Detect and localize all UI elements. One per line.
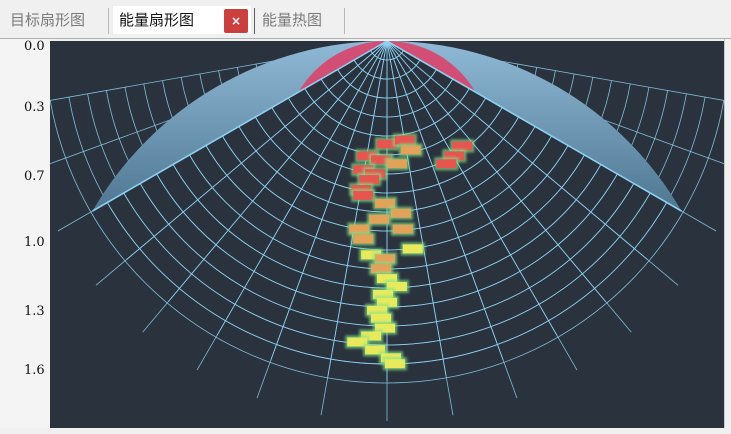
energy-cell [394,135,415,145]
energy-cell [371,264,392,274]
panel-bottom-edge [0,428,731,434]
energy-cell [386,282,407,292]
close-icon: × [230,14,242,28]
tab-divider [344,8,345,34]
energy-cell [392,224,413,234]
range-tick-label: 0.0 [24,39,45,54]
bearing-spoke [126,41,388,260]
energy-cell [386,159,407,169]
bearing-spoke [216,41,388,336]
range-tick-label: 0.3 [24,100,45,115]
tab-divider [254,8,255,34]
energy-cell [369,214,390,224]
energy-cell [349,224,370,234]
energy-cell [353,234,374,244]
scrollbar-edge [724,39,731,434]
bearing-spoke [386,41,606,302]
energy-cell [400,145,421,155]
tab-energy-heatmap[interactable]: 能量热图 [262,11,323,29]
bearing-spoke [327,41,388,376]
bearing-spoke [386,41,682,212]
energy-cell [371,313,392,323]
tab-target-sector[interactable]: 目标扇形图 [10,11,86,29]
energy-cell [365,345,386,355]
energy-cell [452,141,473,151]
range-axis: 0.0 0.3 0.7 1.0 1.3 1.6 [0,39,50,428]
range-tick-label: 1.3 [24,304,45,319]
bearing-spoke [386,41,648,260]
bearing-spoke [270,41,388,361]
range-tick-label: 0.7 [24,169,45,184]
tab-energy-sector-label: 能量扇形图 [119,11,195,29]
tab-divider [108,8,109,34]
sector-chart [50,41,724,421]
energy-cell [375,323,396,333]
energy-cell [390,208,411,218]
energy-cell [375,254,396,264]
energy-cell [353,190,374,200]
energy-cell [377,139,397,149]
bearing-spoke [168,41,388,302]
bearing-spoke [386,41,558,336]
energy-cell [373,289,394,299]
tab-bar: 目标扇形图 能量扇形图 × 能量热图 [0,0,731,38]
energy-cell [384,359,405,369]
bearing-spoke [386,41,447,376]
bearing-spoke [386,41,504,361]
energy-cell [361,250,382,260]
energy-cell [357,151,378,161]
near-zone [298,41,476,92]
energy-cell [361,331,382,341]
bearing-spoke [92,41,388,212]
sector-fill [92,41,682,211]
energy-cell [377,274,397,284]
energy-sector-plot [50,41,724,428]
energy-cell [444,151,465,161]
energy-cell [367,305,388,315]
energy-cell [402,244,423,254]
tab-close-button[interactable]: × [224,9,248,33]
range-tick-label: 1.0 [24,235,45,250]
range-tick-label: 1.6 [24,363,45,378]
energy-cell [347,337,368,347]
energy-cell [436,159,457,169]
energy-cell [375,198,396,208]
energy-cell [377,297,397,307]
energy-cell [359,175,380,185]
energy-cell [371,155,392,165]
